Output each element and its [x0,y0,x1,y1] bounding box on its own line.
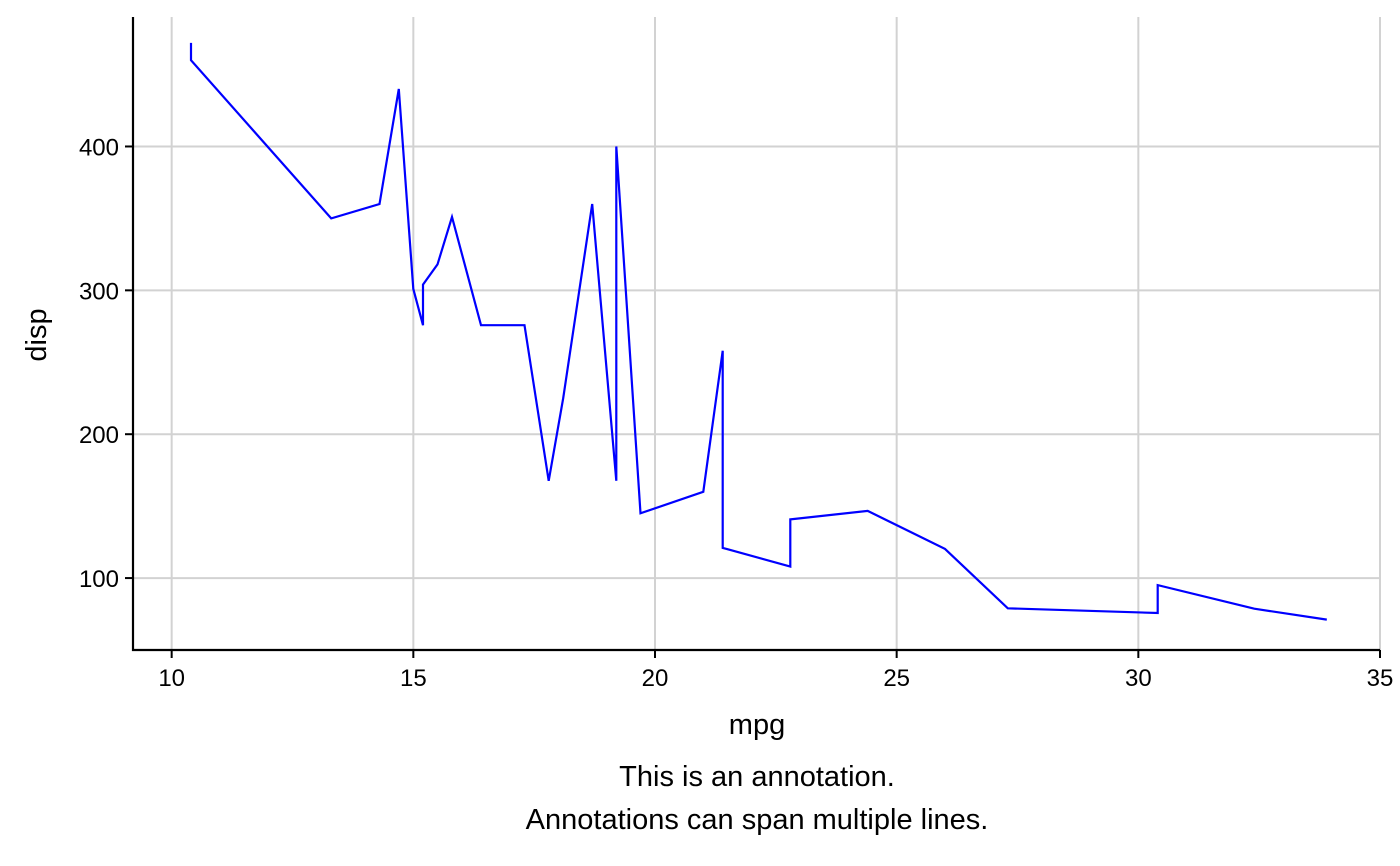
y-tick-label: 200 [79,422,119,449]
series-layer [189,42,1327,621]
x-tick-label: 35 [1367,665,1394,692]
caption-line-2: Annotations can span multiple lines. [526,804,989,836]
axis-frame [131,17,1380,652]
disp-series-line [189,42,1327,621]
x-tick-label: 15 [400,665,427,692]
y-gridlines [133,145,1380,580]
x-tick-label: 30 [1125,665,1152,692]
x-axis-ticks: 10 15 20 25 30 35 [158,650,1393,692]
y-tick-label: 300 [79,278,119,305]
x-gridlines [170,17,1381,650]
caption-line-1: This is an annotation. [619,761,895,793]
x-tick-label: 20 [642,665,669,692]
x-tick-label: 25 [883,665,910,692]
x-axis-title: mpg [729,709,785,741]
x-tick-label: 10 [158,665,185,692]
y-tick-label: 100 [79,566,119,593]
y-axis-ticks: 100 200 300 400 [79,134,133,593]
y-axis-title: disp [21,308,53,361]
y-tick-label: 400 [79,134,119,161]
